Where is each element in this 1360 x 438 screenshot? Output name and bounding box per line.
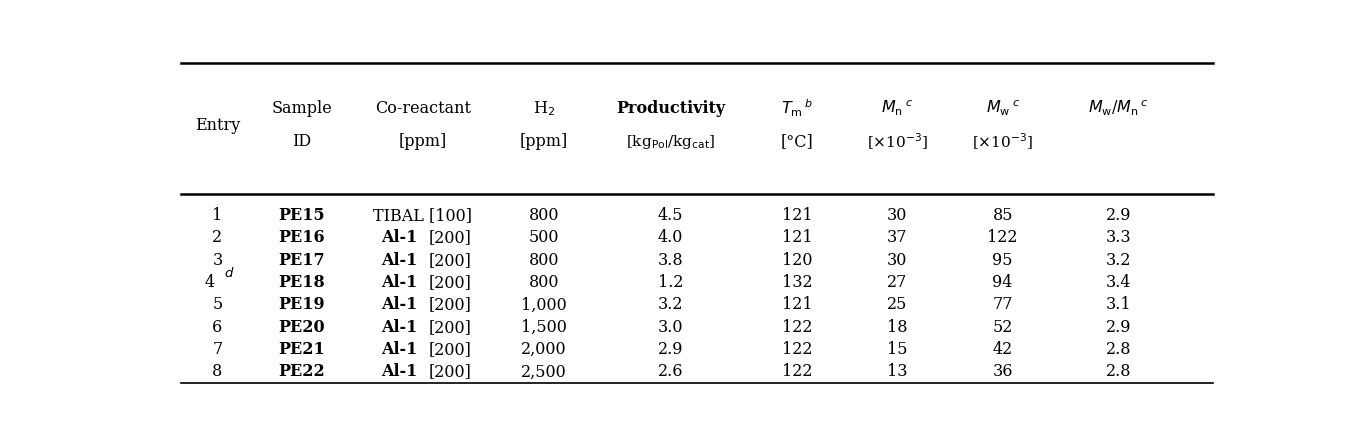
- Text: [200]: [200]: [428, 230, 472, 246]
- Text: 77: 77: [993, 297, 1013, 313]
- Text: 121: 121: [782, 207, 812, 224]
- Text: [200]: [200]: [428, 274, 472, 291]
- Text: PE20: PE20: [279, 319, 325, 336]
- Text: Al-1: Al-1: [382, 230, 418, 246]
- Text: 4: 4: [205, 274, 215, 291]
- Text: ID: ID: [292, 134, 311, 150]
- Text: 36: 36: [993, 364, 1013, 381]
- Text: [°C]: [°C]: [781, 134, 813, 150]
- Text: [200]: [200]: [428, 252, 472, 268]
- Text: PE21: PE21: [279, 341, 325, 358]
- Text: 122: 122: [782, 341, 812, 358]
- Text: PE15: PE15: [279, 207, 325, 224]
- Text: 3.2: 3.2: [658, 297, 684, 313]
- Text: 37: 37: [887, 230, 907, 246]
- Text: 3.8: 3.8: [658, 252, 684, 268]
- Text: 42: 42: [993, 341, 1013, 358]
- Text: $\mathit{T}_{\mathrm{m}}$$\,^{b}$: $\mathit{T}_{\mathrm{m}}$$\,^{b}$: [781, 98, 813, 119]
- Text: 2,000: 2,000: [521, 341, 567, 358]
- Text: 3.4: 3.4: [1106, 274, 1132, 291]
- Text: Al-1: Al-1: [382, 364, 418, 381]
- Text: Al-1: Al-1: [382, 252, 418, 268]
- Text: 2.9: 2.9: [658, 341, 684, 358]
- Text: $\mathit{M}_{\mathrm{w}}$$\,^{c}$: $\mathit{M}_{\mathrm{w}}$$\,^{c}$: [986, 99, 1020, 118]
- Text: 121: 121: [782, 297, 812, 313]
- Text: 120: 120: [782, 252, 812, 268]
- Text: 2.6: 2.6: [658, 364, 684, 381]
- Text: Entry: Entry: [194, 117, 241, 134]
- Text: 30: 30: [887, 207, 907, 224]
- Text: 1.2: 1.2: [658, 274, 684, 291]
- Text: PE17: PE17: [279, 252, 325, 268]
- Text: 3: 3: [212, 252, 223, 268]
- Text: 3.1: 3.1: [1106, 297, 1132, 313]
- Text: 1,500: 1,500: [521, 319, 567, 336]
- Text: 122: 122: [782, 319, 812, 336]
- Text: 3.0: 3.0: [658, 319, 684, 336]
- Text: 4.0: 4.0: [658, 230, 683, 246]
- Text: 2.9: 2.9: [1106, 319, 1132, 336]
- Text: 500: 500: [529, 230, 559, 246]
- Text: Co-reactant: Co-reactant: [375, 100, 471, 117]
- Text: PE16: PE16: [279, 230, 325, 246]
- Text: 85: 85: [993, 207, 1013, 224]
- Text: 3.3: 3.3: [1106, 230, 1132, 246]
- Text: PE22: PE22: [279, 364, 325, 381]
- Text: Al-1: Al-1: [382, 297, 418, 313]
- Text: 800: 800: [529, 207, 559, 224]
- Text: Al-1: Al-1: [382, 319, 418, 336]
- Text: [kg$_{\rm Pol}$/kg$_{\rm cat}$]: [kg$_{\rm Pol}$/kg$_{\rm cat}$]: [626, 133, 715, 151]
- Text: Productivity: Productivity: [616, 100, 725, 117]
- Text: [200]: [200]: [428, 319, 472, 336]
- Text: [200]: [200]: [428, 364, 472, 381]
- Text: Al-1: Al-1: [382, 341, 418, 358]
- Text: 122: 122: [782, 364, 812, 381]
- Text: 4.5: 4.5: [658, 207, 684, 224]
- Text: 7: 7: [212, 341, 223, 358]
- Text: 94: 94: [993, 274, 1013, 291]
- Text: 122: 122: [987, 230, 1017, 246]
- Text: $d$: $d$: [224, 266, 234, 280]
- Text: 15: 15: [887, 341, 907, 358]
- Text: 2.8: 2.8: [1106, 364, 1132, 381]
- Text: 30: 30: [887, 252, 907, 268]
- Text: Sample: Sample: [272, 100, 332, 117]
- Text: [ppm]: [ppm]: [398, 134, 447, 150]
- Text: 25: 25: [887, 297, 907, 313]
- Text: PE18: PE18: [279, 274, 325, 291]
- Text: [$\times$10$^{-3}$]: [$\times$10$^{-3}$]: [972, 132, 1034, 152]
- Text: 52: 52: [993, 319, 1013, 336]
- Text: 2.9: 2.9: [1106, 207, 1132, 224]
- Text: 2.8: 2.8: [1106, 341, 1132, 358]
- Text: 8: 8: [212, 364, 223, 381]
- Text: H$_2$: H$_2$: [533, 99, 555, 117]
- Text: Al-1: Al-1: [382, 274, 418, 291]
- Text: 800: 800: [529, 252, 559, 268]
- Text: 27: 27: [887, 274, 907, 291]
- Text: 95: 95: [993, 252, 1013, 268]
- Text: 3.2: 3.2: [1106, 252, 1132, 268]
- Text: 13: 13: [887, 364, 907, 381]
- Text: 121: 121: [782, 230, 812, 246]
- Text: [$\times$10$^{-3}$]: [$\times$10$^{-3}$]: [866, 132, 928, 152]
- Text: [200]: [200]: [428, 341, 472, 358]
- Text: $\mathit{M}_{\mathrm{w}}$/$\mathit{M}_{\mathrm{n}}$$\,^{c}$: $\mathit{M}_{\mathrm{w}}$/$\mathit{M}_{\…: [1088, 99, 1149, 118]
- Text: TIBAL [100]: TIBAL [100]: [374, 207, 472, 224]
- Text: PE19: PE19: [279, 297, 325, 313]
- Text: 132: 132: [782, 274, 812, 291]
- Text: [200]: [200]: [428, 297, 472, 313]
- Text: $\mathit{M}_{\mathrm{n}}$$\,^{c}$: $\mathit{M}_{\mathrm{n}}$$\,^{c}$: [881, 99, 914, 118]
- Text: [ppm]: [ppm]: [520, 134, 568, 150]
- Text: 2: 2: [212, 230, 223, 246]
- Text: 1,000: 1,000: [521, 297, 567, 313]
- Text: 800: 800: [529, 274, 559, 291]
- Text: 6: 6: [212, 319, 223, 336]
- Text: 5: 5: [212, 297, 223, 313]
- Text: 2,500: 2,500: [521, 364, 567, 381]
- Text: 1: 1: [212, 207, 223, 224]
- Text: 18: 18: [887, 319, 907, 336]
